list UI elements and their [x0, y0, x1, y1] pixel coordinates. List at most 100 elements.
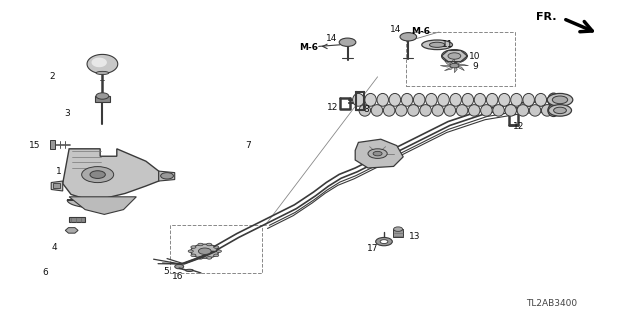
Ellipse shape [426, 93, 437, 106]
Circle shape [188, 250, 193, 252]
Circle shape [394, 227, 403, 231]
Text: 10: 10 [469, 52, 481, 61]
Text: 2: 2 [50, 72, 55, 81]
Circle shape [191, 246, 196, 248]
Polygon shape [87, 54, 118, 74]
Ellipse shape [517, 105, 529, 116]
Circle shape [448, 53, 461, 59]
Ellipse shape [353, 93, 364, 106]
Ellipse shape [523, 93, 534, 106]
Ellipse shape [548, 93, 559, 107]
Circle shape [554, 107, 566, 114]
Circle shape [547, 93, 573, 106]
Ellipse shape [365, 93, 376, 106]
Ellipse shape [186, 269, 193, 271]
Polygon shape [159, 171, 175, 181]
Bar [69, 217, 85, 222]
Polygon shape [69, 197, 136, 214]
Ellipse shape [429, 42, 445, 47]
Ellipse shape [438, 93, 449, 106]
Circle shape [191, 244, 219, 258]
Ellipse shape [422, 40, 452, 50]
Ellipse shape [548, 104, 559, 116]
Polygon shape [454, 66, 458, 73]
Circle shape [548, 105, 572, 116]
Text: 5: 5 [164, 267, 169, 276]
Circle shape [207, 243, 212, 246]
Text: M-6: M-6 [299, 43, 318, 52]
Ellipse shape [481, 105, 492, 116]
Polygon shape [440, 66, 454, 67]
Text: 17: 17 [367, 244, 378, 253]
Circle shape [198, 248, 211, 254]
Ellipse shape [432, 105, 444, 116]
Ellipse shape [383, 105, 395, 116]
Text: 11: 11 [442, 40, 454, 49]
Circle shape [380, 240, 388, 244]
Ellipse shape [486, 93, 498, 106]
Ellipse shape [456, 105, 468, 116]
Text: 8: 8 [364, 105, 369, 114]
Polygon shape [451, 59, 454, 66]
Ellipse shape [413, 93, 425, 106]
Text: 6: 6 [42, 268, 47, 277]
Ellipse shape [377, 93, 388, 106]
Ellipse shape [96, 71, 109, 75]
Polygon shape [65, 228, 78, 233]
Circle shape [552, 96, 568, 104]
Circle shape [207, 257, 212, 259]
Text: 14: 14 [390, 25, 401, 34]
Polygon shape [51, 181, 63, 191]
Bar [50, 140, 55, 149]
Text: 16: 16 [172, 272, 184, 281]
Ellipse shape [396, 105, 407, 116]
Circle shape [376, 237, 392, 246]
Text: 12: 12 [327, 103, 339, 112]
Circle shape [400, 33, 417, 41]
Ellipse shape [462, 93, 474, 106]
Ellipse shape [408, 105, 419, 116]
Polygon shape [454, 64, 468, 66]
Circle shape [339, 38, 356, 46]
Polygon shape [67, 200, 125, 208]
Text: 1: 1 [56, 167, 61, 176]
Circle shape [175, 264, 184, 269]
Ellipse shape [474, 93, 486, 106]
Bar [95, 96, 110, 102]
Polygon shape [444, 60, 454, 66]
Circle shape [90, 171, 106, 179]
Ellipse shape [371, 105, 383, 116]
Ellipse shape [359, 105, 371, 116]
Text: 7: 7 [246, 141, 251, 150]
Polygon shape [63, 149, 159, 198]
Circle shape [198, 243, 203, 246]
Polygon shape [454, 60, 465, 66]
Circle shape [373, 151, 382, 156]
Polygon shape [92, 58, 107, 67]
Circle shape [216, 250, 221, 252]
Circle shape [191, 254, 196, 257]
Circle shape [450, 63, 459, 68]
Polygon shape [444, 66, 454, 71]
Ellipse shape [535, 93, 547, 106]
Ellipse shape [401, 93, 413, 106]
Ellipse shape [499, 93, 510, 106]
Text: 3: 3 [65, 109, 70, 118]
Text: TL2AB3400: TL2AB3400 [526, 299, 577, 308]
Text: 12: 12 [513, 122, 524, 131]
Ellipse shape [389, 93, 401, 106]
Bar [170, 225, 262, 273]
Text: 15: 15 [29, 141, 41, 150]
Circle shape [214, 254, 219, 257]
Text: FR.: FR. [536, 12, 557, 22]
Ellipse shape [541, 105, 553, 116]
Text: 14: 14 [326, 34, 337, 43]
Circle shape [214, 246, 219, 248]
Bar [406, 32, 515, 86]
Text: 9: 9 [472, 62, 477, 71]
Circle shape [161, 172, 173, 179]
Circle shape [198, 257, 203, 259]
Text: 4: 4 [52, 243, 57, 252]
Polygon shape [355, 139, 403, 168]
Ellipse shape [529, 105, 541, 116]
